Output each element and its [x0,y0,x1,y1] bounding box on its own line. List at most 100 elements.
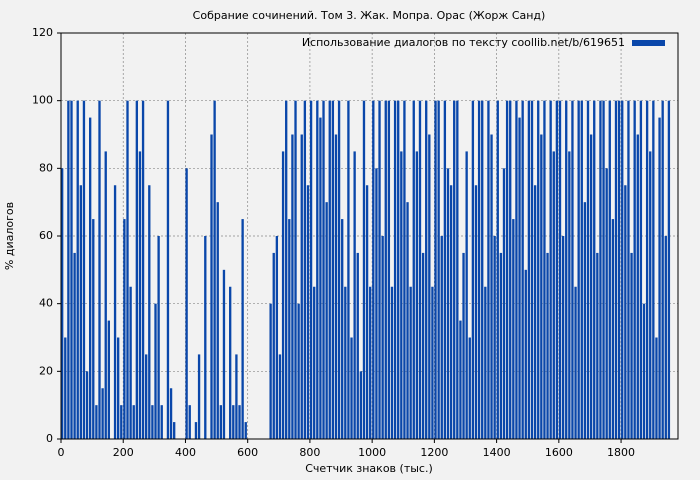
bar [415,151,419,439]
bar [210,134,213,439]
bar [285,100,288,440]
bar [173,422,176,439]
bar [593,100,596,440]
bar [487,100,490,440]
bar [229,286,232,439]
bar [524,269,527,439]
bar [104,151,107,439]
bar [533,185,537,439]
bar [64,337,67,439]
bar [614,100,618,440]
bar [474,185,478,439]
bar [459,320,462,439]
bar [530,100,534,440]
bar [602,100,605,440]
bar [645,100,649,440]
bar [390,286,394,439]
bar [197,354,201,439]
bar [537,100,540,440]
bar [502,168,506,440]
bar [515,100,518,440]
bar [428,134,431,439]
bar [325,202,328,439]
bar [372,100,375,440]
bar [101,388,104,439]
bar [76,100,79,440]
bar [347,100,350,440]
bar [204,236,207,439]
bar [241,219,244,439]
bar [624,185,627,439]
bar [288,219,291,439]
x-tick-label: 1600 [545,446,573,459]
bar [294,100,297,440]
bar [617,100,621,440]
bar [269,303,272,439]
bar [421,252,425,439]
bar [359,371,363,439]
bar [300,134,303,439]
bar [213,100,216,440]
bar [151,405,154,439]
bar [126,100,129,440]
bar [627,100,630,440]
bar [633,100,636,440]
plot-frame [60,32,679,440]
bar [543,100,546,440]
bar [621,100,624,440]
bar [157,236,160,439]
bar [521,100,524,440]
bar [583,202,587,439]
y-tick-label: 40 [39,297,53,310]
bar [490,134,493,439]
bar [589,134,593,439]
bar [540,134,543,439]
bar [238,405,241,439]
bar [244,422,247,439]
bar [169,388,173,439]
bar [449,185,453,439]
bar [334,134,338,439]
x-tick-label: 1200 [420,446,448,459]
x-tick-label: 1800 [607,446,635,459]
bar [322,100,325,440]
bar [272,252,275,439]
bar [381,236,384,439]
bar [188,405,191,439]
bar [406,202,409,439]
bar [611,219,615,439]
bar [496,100,499,440]
x-tick-label: 600 [237,446,258,459]
y-tick-label: 80 [39,161,53,174]
bar [107,320,111,439]
bar [549,100,552,440]
x-tick-label: 1400 [483,446,511,459]
bar [649,151,652,439]
bar [477,100,481,440]
bar [291,134,294,439]
bar [275,236,279,439]
bar [306,185,310,439]
chart-title: Собрание сочинений. Том 3. Жак. Мопра. О… [193,9,546,22]
bar [113,185,117,439]
bar [661,100,664,440]
bar [160,405,163,439]
bar [297,303,300,439]
bar [95,405,98,439]
legend-swatch [632,40,665,46]
bar [397,100,400,440]
bar [565,100,568,440]
bar [568,151,571,439]
y-axis-label: % диалогов [3,202,16,270]
bar [664,236,667,439]
bar [499,252,503,439]
bar [443,100,447,440]
bar [471,100,475,440]
bar [546,252,549,439]
bar [73,252,76,439]
bar [145,354,148,439]
bar [425,100,428,440]
